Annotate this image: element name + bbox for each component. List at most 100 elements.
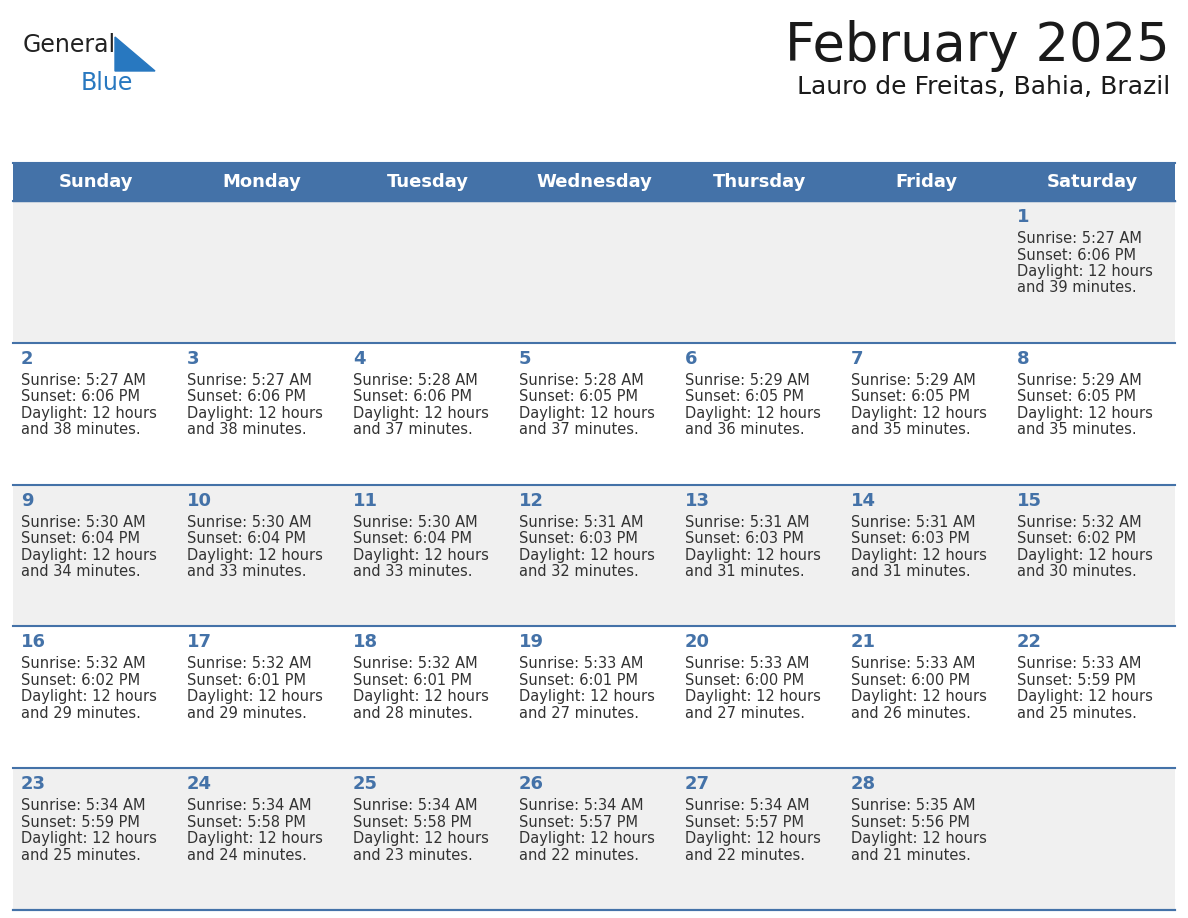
Text: Wednesday: Wednesday <box>536 173 652 191</box>
Bar <box>13 626 1175 768</box>
Text: 12: 12 <box>519 492 544 509</box>
Text: Sunrise: 5:34 AM: Sunrise: 5:34 AM <box>685 798 809 813</box>
Text: Friday: Friday <box>895 173 958 191</box>
Text: and 27 minutes.: and 27 minutes. <box>519 706 639 721</box>
Text: Saturday: Saturday <box>1047 173 1138 191</box>
Text: Lauro de Freitas, Bahia, Brazil: Lauro de Freitas, Bahia, Brazil <box>797 75 1170 99</box>
Text: Daylight: 12 hours: Daylight: 12 hours <box>685 406 821 420</box>
Text: 9: 9 <box>21 492 33 509</box>
Bar <box>843 163 1009 201</box>
Text: Sunrise: 5:29 AM: Sunrise: 5:29 AM <box>851 373 975 387</box>
Text: and 32 minutes.: and 32 minutes. <box>519 564 639 579</box>
Text: 2: 2 <box>21 350 33 368</box>
Text: Sunset: 6:05 PM: Sunset: 6:05 PM <box>519 389 638 404</box>
Text: Daylight: 12 hours: Daylight: 12 hours <box>21 548 157 563</box>
Text: and 35 minutes.: and 35 minutes. <box>851 422 971 437</box>
Text: Sunrise: 5:33 AM: Sunrise: 5:33 AM <box>519 656 644 671</box>
Text: Sunrise: 5:27 AM: Sunrise: 5:27 AM <box>187 373 312 387</box>
Text: Daylight: 12 hours: Daylight: 12 hours <box>851 689 987 704</box>
Text: Daylight: 12 hours: Daylight: 12 hours <box>851 831 987 846</box>
Bar <box>677 163 843 201</box>
Text: and 29 minutes.: and 29 minutes. <box>21 706 141 721</box>
Text: Daylight: 12 hours: Daylight: 12 hours <box>1017 406 1152 420</box>
Text: and 31 minutes.: and 31 minutes. <box>685 564 804 579</box>
Text: Sunset: 6:06 PM: Sunset: 6:06 PM <box>21 389 140 404</box>
Text: Daylight: 12 hours: Daylight: 12 hours <box>851 406 987 420</box>
Text: and 24 minutes.: and 24 minutes. <box>187 847 307 863</box>
Bar <box>345 163 511 201</box>
Text: Sunrise: 5:34 AM: Sunrise: 5:34 AM <box>353 798 478 813</box>
Text: Sunset: 6:06 PM: Sunset: 6:06 PM <box>187 389 307 404</box>
Text: and 29 minutes.: and 29 minutes. <box>187 706 307 721</box>
Text: Sunrise: 5:31 AM: Sunrise: 5:31 AM <box>685 515 809 530</box>
Text: 13: 13 <box>685 492 710 509</box>
Text: Sunrise: 5:34 AM: Sunrise: 5:34 AM <box>519 798 644 813</box>
Text: Sunset: 6:02 PM: Sunset: 6:02 PM <box>1017 532 1136 546</box>
Text: Sunset: 6:03 PM: Sunset: 6:03 PM <box>685 532 804 546</box>
Text: Sunrise: 5:28 AM: Sunrise: 5:28 AM <box>519 373 644 387</box>
Text: Daylight: 12 hours: Daylight: 12 hours <box>353 548 489 563</box>
Text: Daylight: 12 hours: Daylight: 12 hours <box>685 689 821 704</box>
Bar <box>1009 163 1175 201</box>
Text: 26: 26 <box>519 775 544 793</box>
Text: Daylight: 12 hours: Daylight: 12 hours <box>685 548 821 563</box>
Text: 15: 15 <box>1017 492 1042 509</box>
Polygon shape <box>115 37 154 71</box>
Text: 19: 19 <box>519 633 544 652</box>
Text: Sunrise: 5:33 AM: Sunrise: 5:33 AM <box>685 656 809 671</box>
Text: Sunday: Sunday <box>58 173 133 191</box>
Text: Sunrise: 5:30 AM: Sunrise: 5:30 AM <box>353 515 478 530</box>
Text: Sunrise: 5:33 AM: Sunrise: 5:33 AM <box>851 656 975 671</box>
Bar <box>13 768 1175 910</box>
Text: Daylight: 12 hours: Daylight: 12 hours <box>519 689 655 704</box>
Text: Sunset: 6:04 PM: Sunset: 6:04 PM <box>353 532 472 546</box>
Text: and 22 minutes.: and 22 minutes. <box>519 847 639 863</box>
Text: and 28 minutes.: and 28 minutes. <box>353 706 473 721</box>
Text: Sunrise: 5:32 AM: Sunrise: 5:32 AM <box>1017 515 1142 530</box>
Bar <box>179 163 345 201</box>
Text: February 2025: February 2025 <box>785 20 1170 72</box>
Text: Sunrise: 5:29 AM: Sunrise: 5:29 AM <box>1017 373 1142 387</box>
Text: Sunset: 6:01 PM: Sunset: 6:01 PM <box>353 673 472 688</box>
Text: and 25 minutes.: and 25 minutes. <box>1017 706 1137 721</box>
Text: 14: 14 <box>851 492 876 509</box>
Text: Daylight: 12 hours: Daylight: 12 hours <box>353 831 489 846</box>
Bar <box>13 342 1175 485</box>
Text: Sunrise: 5:29 AM: Sunrise: 5:29 AM <box>685 373 810 387</box>
Text: and 27 minutes.: and 27 minutes. <box>685 706 805 721</box>
Text: 18: 18 <box>353 633 378 652</box>
Text: Sunset: 6:04 PM: Sunset: 6:04 PM <box>187 532 307 546</box>
Text: Sunset: 5:59 PM: Sunset: 5:59 PM <box>1017 673 1136 688</box>
Text: Sunset: 5:56 PM: Sunset: 5:56 PM <box>851 814 969 830</box>
Bar <box>13 201 1175 342</box>
Text: Daylight: 12 hours: Daylight: 12 hours <box>187 406 323 420</box>
Text: and 25 minutes.: and 25 minutes. <box>21 847 141 863</box>
Text: Daylight: 12 hours: Daylight: 12 hours <box>519 548 655 563</box>
Text: Sunrise: 5:34 AM: Sunrise: 5:34 AM <box>21 798 145 813</box>
Text: 5: 5 <box>519 350 531 368</box>
Text: Sunset: 5:58 PM: Sunset: 5:58 PM <box>353 814 472 830</box>
Text: and 26 minutes.: and 26 minutes. <box>851 706 971 721</box>
Text: 23: 23 <box>21 775 46 793</box>
Text: and 31 minutes.: and 31 minutes. <box>851 564 971 579</box>
Text: 28: 28 <box>851 775 876 793</box>
Text: Sunset: 5:59 PM: Sunset: 5:59 PM <box>21 814 140 830</box>
Text: Sunset: 6:05 PM: Sunset: 6:05 PM <box>685 389 804 404</box>
Text: Daylight: 12 hours: Daylight: 12 hours <box>851 548 987 563</box>
Text: Sunset: 6:03 PM: Sunset: 6:03 PM <box>851 532 969 546</box>
Text: and 37 minutes.: and 37 minutes. <box>353 422 473 437</box>
Text: Sunrise: 5:31 AM: Sunrise: 5:31 AM <box>519 515 644 530</box>
Text: 3: 3 <box>187 350 200 368</box>
Text: 8: 8 <box>1017 350 1030 368</box>
Text: and 23 minutes.: and 23 minutes. <box>353 847 473 863</box>
Text: Daylight: 12 hours: Daylight: 12 hours <box>21 406 157 420</box>
Text: Sunrise: 5:33 AM: Sunrise: 5:33 AM <box>1017 656 1142 671</box>
Text: 1: 1 <box>1017 208 1030 226</box>
Text: Blue: Blue <box>81 71 133 95</box>
Text: Sunset: 5:57 PM: Sunset: 5:57 PM <box>685 814 804 830</box>
Text: and 34 minutes.: and 34 minutes. <box>21 564 140 579</box>
Text: Daylight: 12 hours: Daylight: 12 hours <box>187 689 323 704</box>
Text: and 30 minutes.: and 30 minutes. <box>1017 564 1137 579</box>
Bar <box>13 485 1175 626</box>
Text: 24: 24 <box>187 775 211 793</box>
